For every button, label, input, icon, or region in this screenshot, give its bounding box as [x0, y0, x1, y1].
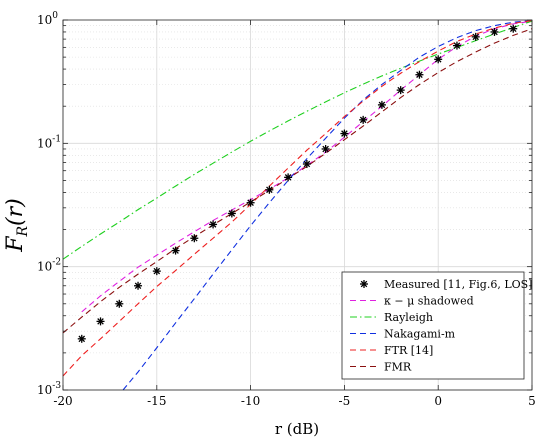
legend-label: κ − μ shadowed [384, 295, 474, 308]
legend-box [341, 271, 525, 380]
data-point [246, 198, 255, 207]
y-tick-label: 100 [37, 11, 58, 27]
legend-label: Measured [11, Fig.6, LOS] [384, 278, 532, 291]
data-point [415, 70, 424, 79]
data-point [321, 144, 330, 153]
data-point [171, 246, 180, 255]
data-point [452, 41, 461, 50]
data-point [209, 220, 218, 229]
x-tick-label: -10 [241, 394, 260, 408]
y-tick-label: 10-3 [37, 381, 61, 397]
axis-ticks [62, 19, 533, 391]
series-line-5 [62, 28, 533, 334]
legend-label: Rayleigh [384, 311, 433, 324]
x-tick-label: 5 [528, 394, 536, 408]
data-point [134, 281, 143, 290]
legend-label: Nakagami-m [384, 328, 456, 341]
legend-label: FTR [14] [384, 344, 433, 357]
series-line-3 [122, 19, 533, 391]
x-tick-labels: -20 -15 -10 -5 0 5 [53, 394, 535, 408]
data-point [490, 27, 499, 36]
data-point [227, 209, 236, 218]
data-point [340, 129, 349, 138]
data-point [509, 24, 518, 33]
series-line-2 [62, 20, 533, 260]
data-point [434, 55, 443, 64]
data-point [265, 185, 274, 194]
data-point [115, 299, 124, 308]
series-markers-0 [77, 24, 518, 343]
data-point [77, 334, 86, 343]
data-point [377, 100, 386, 109]
data-point [359, 115, 368, 124]
data-point [471, 32, 480, 41]
series-layer [62, 19, 533, 391]
data-point [152, 267, 161, 276]
legend: Measured [11, Fig.6, LOS] κ − μ shadowed R… [341, 271, 532, 380]
x-tick-label: 0 [434, 394, 442, 408]
legend-label: FMR [384, 361, 412, 374]
x-tick-label: -20 [53, 394, 72, 408]
y-axis-label: FR(r) [3, 198, 31, 253]
svg-text:FR(r): FR(r) [3, 198, 31, 253]
x-tick-label: -15 [147, 394, 166, 408]
plot-border [62, 19, 533, 391]
data-point [190, 234, 199, 243]
legend-marker [360, 280, 368, 288]
x-axis-label: r (dB) [275, 420, 319, 438]
data-point [396, 86, 405, 95]
y-tick-label: 10-2 [37, 258, 61, 274]
x-tick-label: -5 [339, 394, 351, 408]
y-tick-label: 10-1 [37, 134, 61, 150]
data-point [284, 173, 293, 182]
data-point [96, 317, 105, 326]
series-line-4 [62, 19, 533, 377]
y-tick-labels: 10-3 10-2 10-1 100 [37, 11, 61, 397]
data-point [302, 159, 311, 168]
